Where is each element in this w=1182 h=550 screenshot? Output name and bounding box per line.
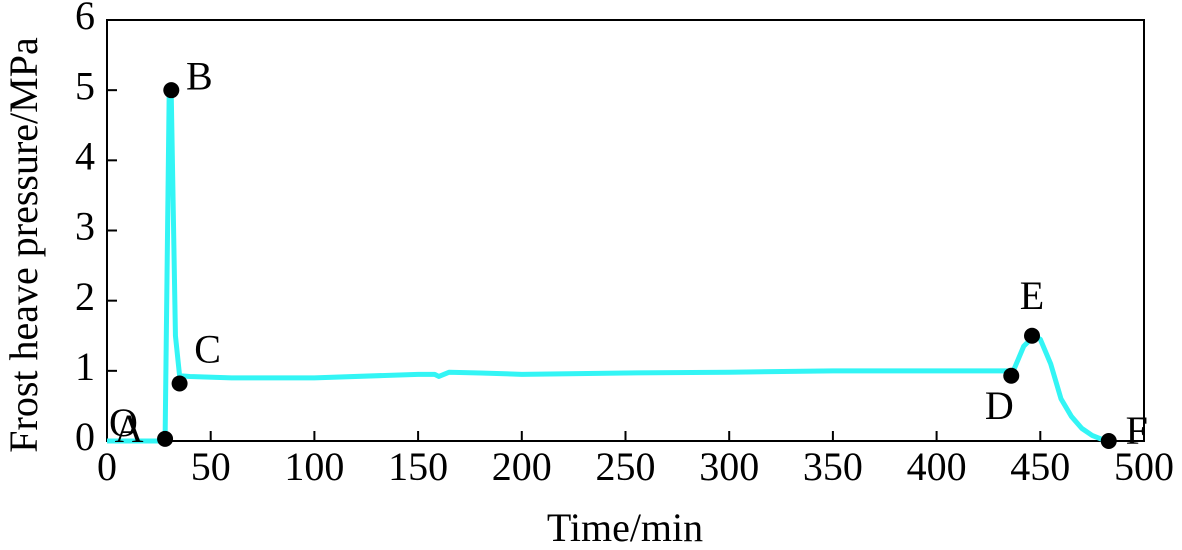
y-tick-label: 1 [75,344,95,389]
data-line [107,87,1110,444]
x-tick-label: 50 [191,444,231,489]
y-tick-label: 0 [75,414,95,459]
x-tick-label: 400 [907,444,967,489]
point-label: B [186,53,213,98]
key-point [1003,367,1020,384]
point-label: C [194,327,221,372]
point-label: F [1126,408,1148,453]
x-tick-label: 250 [596,444,656,489]
point-label: D [985,383,1014,428]
x-tick-label: 100 [284,444,344,489]
key-point [1024,327,1041,344]
y-tick-label: 6 [75,0,95,38]
y-tick-label: 2 [75,274,95,319]
x-tick-label: 500 [1114,444,1174,489]
key-point [171,375,188,392]
x-tick-label: 450 [1010,444,1070,489]
point-label: E [1020,273,1044,318]
x-tick-label: 0 [97,444,117,489]
key-point [163,82,180,99]
y-tick-label: 5 [75,63,95,108]
y-tick-label: 3 [75,204,95,249]
x-tick-label: 300 [699,444,759,489]
x-axis-label: Time/min [547,505,703,550]
key-point [157,430,174,447]
point-label: A [115,406,144,451]
x-tick-label: 350 [803,444,863,489]
key-point [1100,433,1117,449]
y-tick-label: 4 [75,134,95,179]
origin-label: O [109,400,138,445]
x-tick-label: 200 [492,444,552,489]
x-tick-label: 150 [388,444,448,489]
y-axis-label: Frost heave pressure/MPa [1,37,46,453]
